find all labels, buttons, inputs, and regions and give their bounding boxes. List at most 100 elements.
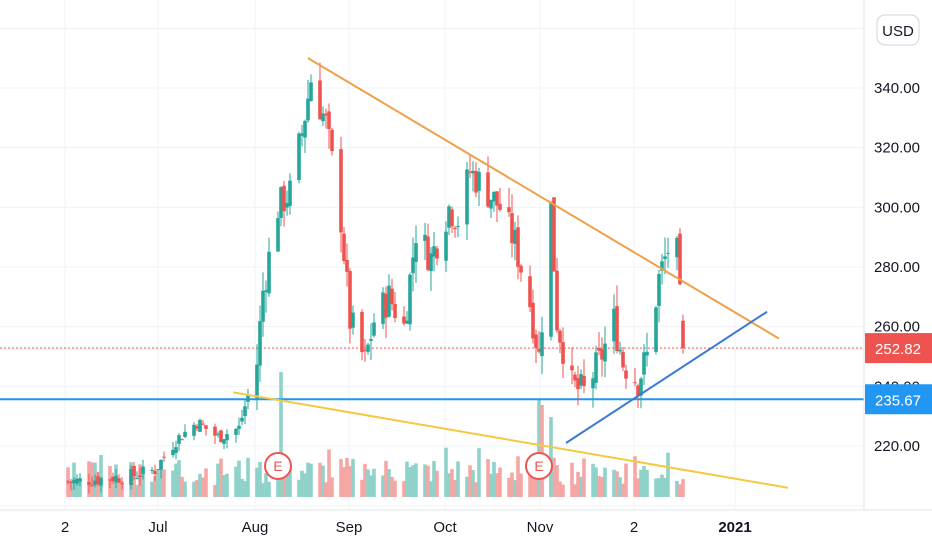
candle-body — [243, 406, 247, 416]
trendline-upper-resistance[interactable] — [307, 57, 780, 340]
candle-body — [219, 430, 223, 443]
volume-bar — [117, 480, 121, 497]
volume-bar — [372, 468, 376, 497]
volume-bar — [369, 475, 373, 497]
volume-bar — [477, 448, 481, 497]
volume-bar — [474, 482, 478, 497]
horizontal-level-tag-bg — [865, 384, 932, 415]
candle-body — [321, 113, 325, 122]
candle-body — [216, 433, 220, 435]
volume-bar — [666, 452, 670, 497]
volume-bar — [660, 474, 664, 497]
candle-body — [393, 303, 397, 318]
candle-body — [369, 338, 373, 341]
horizontal-level-tag-label: 235.67 — [875, 392, 921, 409]
candle-body — [558, 330, 562, 343]
volume-bar — [255, 467, 259, 497]
volume-bar — [405, 461, 409, 497]
volume-bar — [513, 480, 517, 497]
volume-bar — [516, 456, 520, 497]
candle-body — [96, 476, 100, 485]
candle-body — [267, 251, 271, 294]
candle-body — [171, 449, 175, 456]
candle-body — [117, 478, 121, 483]
candle-body — [537, 348, 541, 352]
volume-bar — [633, 456, 637, 497]
volume-bar — [681, 479, 685, 497]
candle-body — [282, 185, 286, 212]
trendline-lower-support[interactable] — [232, 391, 789, 489]
candle-body — [285, 203, 289, 208]
candle-body — [93, 480, 97, 485]
volume-bar-spike — [540, 405, 544, 497]
trendline-rising-support[interactable] — [565, 310, 768, 444]
candle-body — [444, 231, 448, 261]
candle-body — [408, 274, 412, 325]
currency-button[interactable]: USD — [876, 14, 920, 46]
x-tick-label: Nov — [527, 519, 554, 536]
volume-bar — [411, 465, 415, 497]
volume-bar — [414, 463, 418, 497]
candle-body — [474, 170, 478, 193]
candle-body — [87, 482, 91, 485]
horizontal-level-tag: 235.67 — [865, 384, 932, 415]
volume-bar — [141, 467, 145, 497]
candle-body — [633, 382, 637, 384]
candle-body — [288, 180, 292, 206]
volume-bar — [519, 473, 523, 497]
candle-body — [153, 470, 157, 475]
candle-body — [192, 424, 196, 436]
candle-body — [345, 260, 349, 272]
volume-bar — [360, 479, 364, 497]
candle-body — [75, 478, 79, 484]
candle-body — [120, 483, 124, 485]
candle-body — [636, 385, 640, 396]
candle-body — [582, 375, 586, 387]
candle-body — [114, 475, 118, 483]
volume-bar — [327, 449, 331, 497]
volume-bar — [495, 473, 499, 497]
candle-body — [432, 246, 436, 257]
volume-bar — [306, 462, 310, 497]
volume-bar — [435, 470, 439, 497]
volume-bar — [618, 477, 622, 497]
volume-bar — [204, 468, 208, 497]
currency-button-label[interactable]: USD — [882, 23, 914, 40]
volume-bar — [510, 472, 514, 497]
volume-bar — [177, 460, 181, 497]
candle-body — [276, 218, 280, 252]
candle-body — [675, 237, 679, 258]
volume-bar — [180, 476, 184, 497]
candle-body — [489, 199, 493, 209]
volume-bar — [135, 484, 139, 497]
volume-bar — [663, 477, 667, 497]
candle-body — [309, 82, 313, 101]
candle-body — [198, 419, 202, 432]
earnings-marker[interactable]: E — [264, 452, 292, 480]
volume-bar — [387, 469, 391, 497]
candle-body — [570, 365, 574, 371]
candle-body — [423, 234, 427, 241]
candle-body — [339, 149, 343, 233]
candle-body — [576, 378, 580, 390]
candle-body — [471, 170, 475, 174]
volume-bar — [615, 471, 619, 497]
candle-body — [342, 233, 346, 262]
volume-bar — [288, 465, 292, 497]
volume-bar — [561, 484, 565, 497]
horizontal-levels — [0, 347, 864, 401]
currency-button-bg[interactable] — [876, 14, 920, 46]
earnings-marker-circle — [264, 452, 292, 480]
candle-body — [552, 197, 556, 272]
candle-body — [225, 434, 229, 441]
last-price-tag-label: 252.82 — [875, 341, 921, 358]
earnings-marker[interactable]: E — [525, 452, 553, 480]
volume-bar — [675, 481, 679, 497]
volume-bar — [222, 475, 226, 497]
volume-bar — [552, 457, 556, 497]
candle-body — [468, 171, 472, 173]
candle-body — [351, 312, 355, 328]
volume-bar — [198, 473, 202, 497]
volume-bar — [408, 467, 412, 497]
